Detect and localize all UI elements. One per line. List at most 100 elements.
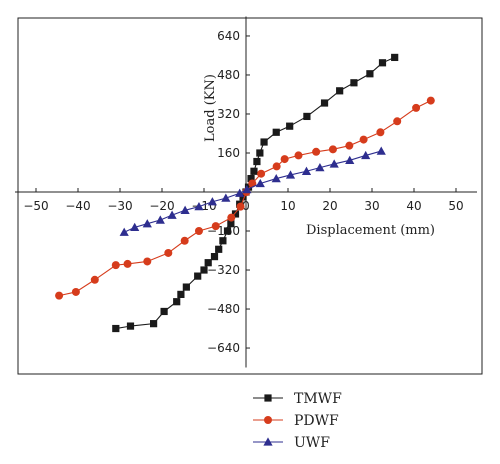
data-point-pdwf <box>111 261 120 270</box>
data-point-uwf <box>285 170 296 179</box>
data-point-pdwf <box>359 135 368 144</box>
data-point-pdwf <box>328 145 337 154</box>
data-point-tmwf <box>223 227 232 235</box>
data-point-pdwf <box>345 141 354 150</box>
data-point-pdwf <box>164 248 173 257</box>
y-tick-label: 480 <box>217 68 240 82</box>
data-point-tmwf <box>177 290 185 298</box>
legend-item-uwf: UWF <box>253 435 330 451</box>
data-point-tmwf <box>182 283 190 291</box>
x-tick-label: 10 <box>280 199 295 213</box>
legend-marker-uwf <box>263 437 273 446</box>
data-point-uwf <box>255 178 265 188</box>
data-point-pdwf <box>257 169 266 178</box>
x-axis-title: Displacement (mm) <box>306 223 435 238</box>
legend-label-pdwf: PDWF <box>294 413 339 429</box>
x-tick-label: −50 <box>23 199 48 213</box>
data-point-tmwf <box>350 79 358 87</box>
data-point-tmwf <box>272 128 280 136</box>
x-tick-label: 30 <box>364 199 379 213</box>
data-point-uwf <box>271 173 281 183</box>
data-point-uwf <box>235 188 245 197</box>
series-pdwf <box>55 96 435 300</box>
data-point-tmwf <box>160 307 168 316</box>
series-line-tmwf <box>115 56 395 330</box>
legend-marker-pdwf <box>264 416 272 424</box>
y-tick-label: −480 <box>207 302 240 316</box>
axes-layer: −50 −40 −30 −20 −10 0 10 20 30 40 50−640−480−320−1… <box>15 16 477 368</box>
legend-item-pdwf: PDWF <box>253 413 339 429</box>
data-point-pdwf <box>294 151 303 160</box>
data-point-pdwf <box>143 257 152 266</box>
data-point-pdwf <box>236 202 245 211</box>
data-point-uwf <box>207 197 217 206</box>
data-point-tmwf <box>150 320 158 328</box>
data-point-pdwf <box>180 236 189 245</box>
data-point-pdwf <box>123 259 132 268</box>
data-point-tmwf <box>366 70 374 78</box>
data-point-pdwf <box>248 179 257 188</box>
x-tick-label: 40 <box>406 199 421 213</box>
data-point-tmwf <box>247 174 255 183</box>
data-point-pdwf <box>227 213 236 222</box>
data-point-uwf <box>315 163 325 172</box>
data-point-pdwf <box>426 96 435 105</box>
data-point-tmwf <box>260 138 268 146</box>
legend-label-tmwf: TMWF <box>294 391 342 407</box>
data-point-uwf <box>194 202 204 211</box>
data-point-tmwf <box>204 259 212 267</box>
y-tick-label: −320 <box>207 263 240 277</box>
y-tick-label: −640 <box>207 341 240 355</box>
legend-marker-tmwf <box>264 394 272 402</box>
x-tick-label: 20 <box>322 199 337 213</box>
data-point-tmwf <box>320 99 329 107</box>
y-tick-label: 640 <box>217 29 240 43</box>
data-point-tmwf <box>215 245 223 253</box>
data-point-pdwf <box>376 128 385 137</box>
legend-label-uwf: UWF <box>294 435 330 451</box>
series-tmwf <box>112 53 399 333</box>
data-point-tmwf <box>336 87 344 95</box>
data-point-tmwf <box>244 183 253 191</box>
data-point-tmwf <box>253 157 261 166</box>
data-point-uwf <box>155 215 165 224</box>
data-point-tmwf <box>378 59 387 67</box>
data-point-uwf <box>301 166 312 175</box>
x-tick-label: −30 <box>107 199 132 213</box>
series-uwf <box>119 146 386 236</box>
x-tick-label: −20 <box>149 199 174 213</box>
plot-frame <box>17 17 483 375</box>
y-axis-title: Load (KN) <box>203 74 218 142</box>
data-point-pdwf <box>90 275 99 284</box>
data-point-pdwf <box>280 155 289 164</box>
data-point-uwf <box>130 222 140 232</box>
data-point-uwf <box>119 227 129 236</box>
data-point-tmwf <box>200 266 208 274</box>
data-point-tmwf <box>250 167 258 175</box>
data-point-tmwf <box>231 210 240 218</box>
data-point-uwf <box>376 146 386 155</box>
data-point-uwf <box>180 205 190 214</box>
data-point-pdwf <box>312 147 321 156</box>
data-point-pdwf <box>55 291 64 300</box>
y-tick-label: 160 <box>217 146 240 160</box>
data-point-uwf <box>221 193 231 202</box>
data-point-tmwf <box>256 149 264 157</box>
data-point-uwf <box>361 150 371 160</box>
legend-item-tmwf: TMWF <box>253 391 342 407</box>
data-point-tmwf <box>173 298 181 306</box>
data-point-tmwf <box>391 53 399 62</box>
y-tick-label: 320 <box>217 107 240 121</box>
data-point-pdwf <box>272 162 281 171</box>
data-point-tmwf <box>112 324 120 333</box>
x-tick-label: −40 <box>65 199 90 213</box>
data-point-uwf <box>242 184 252 194</box>
data-point-pdwf <box>211 222 220 231</box>
data-point-pdwf <box>71 287 80 296</box>
x-tick-label: 0 <box>242 199 250 213</box>
data-point-tmwf <box>303 112 311 121</box>
data-point-pdwf <box>194 227 203 236</box>
legend: TMWF PDWF UWF <box>253 391 342 451</box>
data-point-uwf <box>167 210 177 219</box>
